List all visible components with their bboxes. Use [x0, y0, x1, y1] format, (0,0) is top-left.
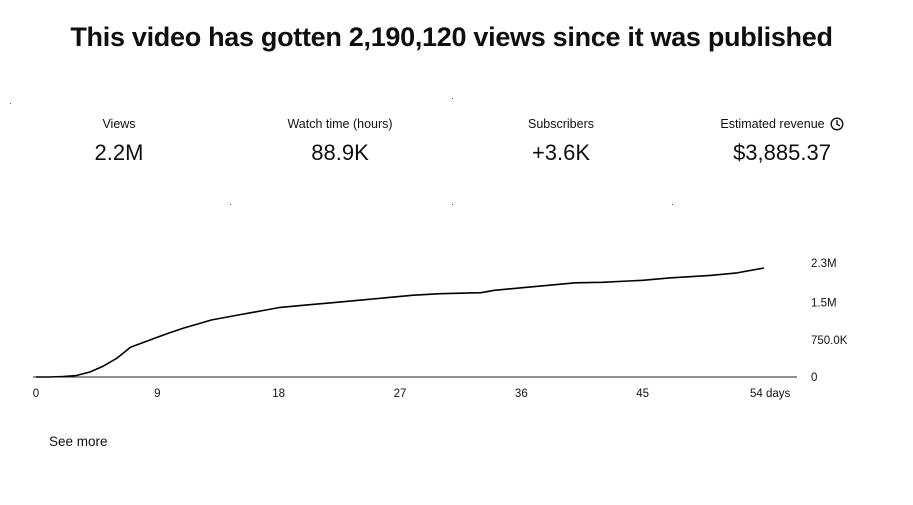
page-title: This video has gotten 2,190,120 views si… [70, 22, 833, 52]
speck [452, 98, 453, 99]
metric-label: Estimated revenue [720, 117, 825, 131]
metric-watch-time[interactable]: Watch time (hours) 88.9K [240, 116, 440, 166]
metric-value: 88.9K [311, 140, 369, 165]
x-tick-label: 27 [394, 388, 407, 400]
metric-value: 2.2M [94, 140, 144, 165]
speck [10, 103, 11, 104]
y-tick-label: 750.0K [811, 335, 848, 347]
metric-label: Views [102, 117, 136, 131]
metric-views[interactable]: Views 2.2M [19, 116, 219, 166]
metric-value: +3.6K [531, 140, 591, 165]
metric-value: $3,885.37 [733, 140, 831, 165]
x-tick-label: 0 [33, 388, 39, 400]
x-tick-label: 9 [154, 388, 160, 400]
series-line [36, 267, 765, 378]
clock-icon [830, 117, 844, 131]
x-tick-label: 45 [636, 388, 649, 400]
metric-label: Watch time (hours) [287, 117, 393, 131]
x-tick-label: 18 [272, 388, 285, 400]
y-tick-label: 2.3M [811, 258, 837, 270]
speck [230, 204, 231, 205]
x-tick-label: 54 days [750, 388, 791, 400]
y-tick-label: 1.5M [811, 298, 837, 310]
views-line-chart: 0 9 18 27 36 45 54 days 0 750.0K 1.5M 2.3M [33, 258, 848, 400]
metric-estimated-revenue[interactable]: Estimated revenue $3,885.37 [682, 116, 882, 166]
speck [452, 204, 453, 205]
speck [672, 204, 673, 205]
y-tick-label: 0 [811, 372, 817, 384]
see-more-link[interactable]: See more [49, 434, 108, 449]
x-tick-label: 36 [515, 388, 528, 400]
metric-subscribers[interactable]: Subscribers +3.6K [461, 116, 661, 166]
metric-label: Subscribers [528, 117, 594, 131]
